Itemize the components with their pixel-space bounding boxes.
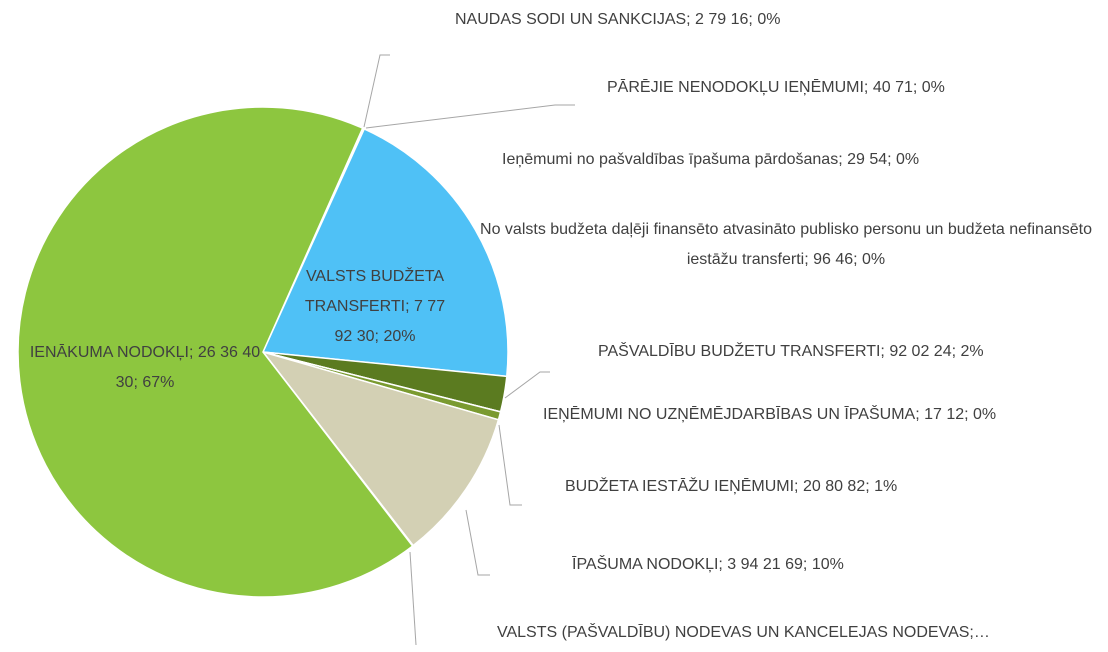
data-label: IENĀKUMA NODOKĻI; 26 36 40 30; 67% [29,344,261,391]
leader-line [465,509,490,576]
leader-lines [363,54,575,646]
data-label: IEŅĒMUMI NO UZŅĒMĒJDARBĪBAS UN ĪPAŠUMA; … [543,406,997,423]
data-label: PAŠVALDĪBU BUDŽETU TRANSFERTI; 92 02 24;… [598,343,984,360]
leader-line [363,54,390,128]
pie-slice [17,106,414,598]
data-label: Ieņēmumi no pašvaldības īpašuma pārdošan… [502,151,920,168]
leader-line [498,424,522,506]
data-label: NAUDAS SODI UN SANKCIJAS; 2 79 16; 0% [455,11,781,28]
data-label: BUDŽETA IESTĀŽU IEŅĒMUMI; 20 80 82; 1% [565,478,898,495]
data-label: VALSTS (PAŠVALDĪBU) NODEVAS UN KANCELEJA… [497,624,990,641]
pie-slice [260,350,500,547]
slices [17,106,509,598]
leader-line [504,371,550,399]
leader-line [409,551,417,646]
data-label: VALSTS BUDŽETA TRANSFERTI; 7 77 92 30; 2… [304,268,446,345]
data-label: No valsts budžeta daļēji finansēto atvas… [480,221,1092,268]
leader-line [365,104,575,129]
pie-slice [261,127,509,378]
data-label: ĪPAŠUMA NODOKĻI; 3 94 21 69; 10% [572,556,844,573]
data-label: PĀRĒJIE NENODOKĻU IEŅĒMUMI; 40 71; 0% [607,79,945,96]
